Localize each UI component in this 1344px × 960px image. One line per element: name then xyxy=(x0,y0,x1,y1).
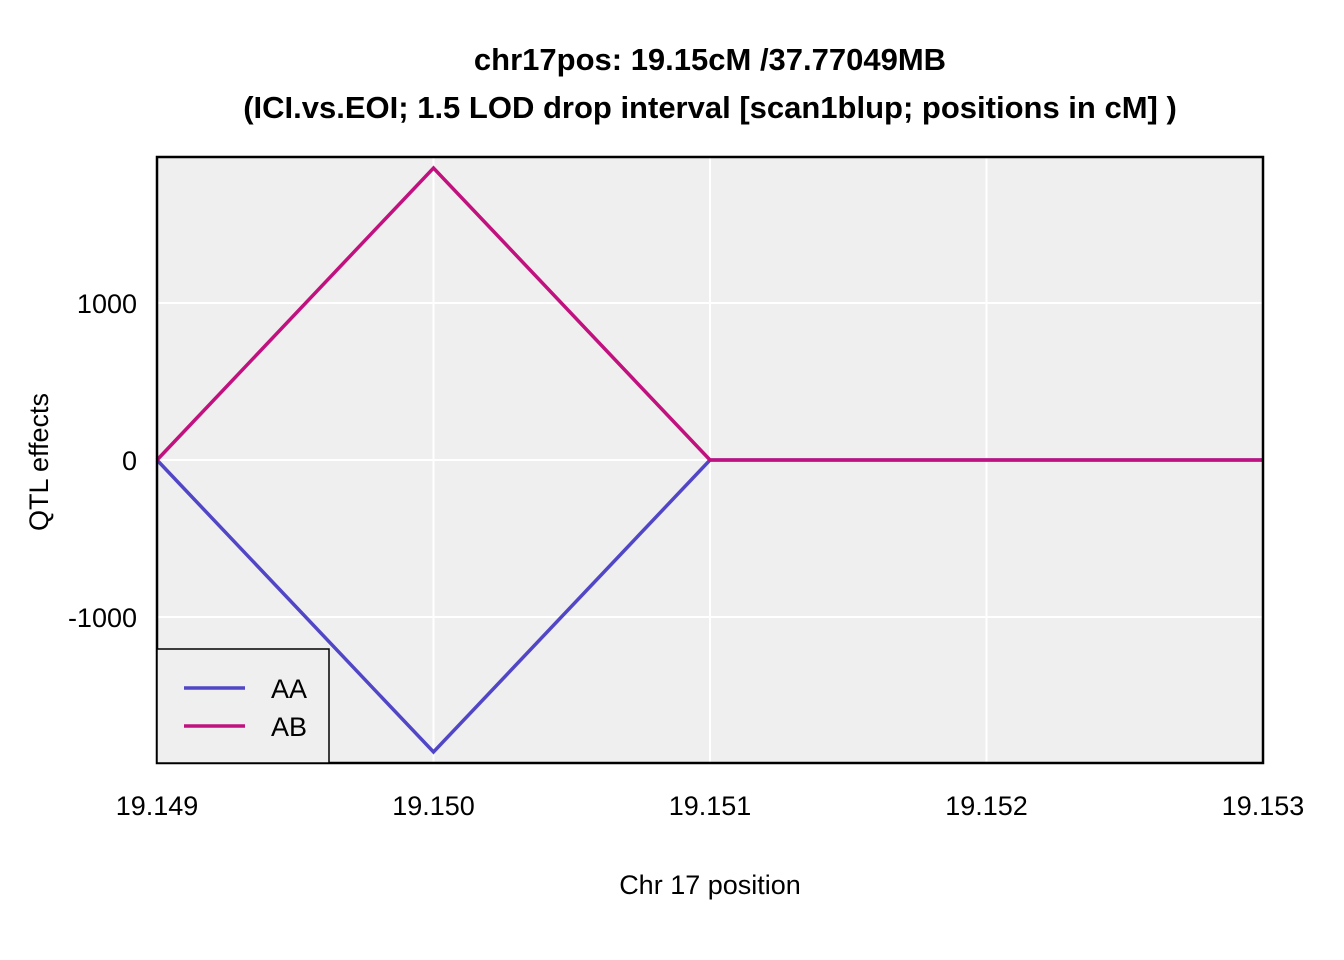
x-axis-label: Chr 17 position xyxy=(619,870,801,900)
legend-label-ab: AB xyxy=(271,712,307,742)
series-line-ab xyxy=(155,165,1263,462)
y-tick-label-2: 1000 xyxy=(77,289,137,319)
legend-box xyxy=(156,648,330,764)
legend-label-aa: AA xyxy=(271,674,307,704)
y-axis-label: QTL effects xyxy=(24,393,54,531)
x-tick-label-3: 19.152 xyxy=(945,791,1028,821)
y-tick-label-1: 0 xyxy=(122,446,137,476)
x-tick-label-4: 19.153 xyxy=(1222,791,1305,821)
chart-title: chr17pos: 19.15cM /37.77049MB xyxy=(474,42,946,77)
y-tick-label-0: -1000 xyxy=(68,603,137,633)
plot-area: 19.149 19.150 19.151 19.152 19.153 -1000 0 1000… xyxy=(68,155,1305,821)
plot-frame xyxy=(155,155,1265,765)
x-tick-label-0: 19.149 xyxy=(116,791,199,821)
chart-subtitle: (ICI.vs.EOI; 1.5 LOD drop interval [scan… xyxy=(243,90,1177,125)
x-tick-label-1: 19.150 xyxy=(392,791,475,821)
x-tick-label-2: 19.151 xyxy=(669,791,752,821)
